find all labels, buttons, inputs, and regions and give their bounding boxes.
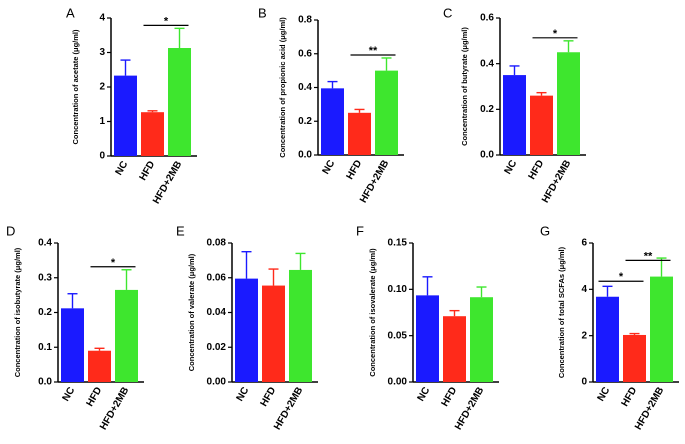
- significance-label: *: [619, 271, 624, 283]
- category-label: HFD: [345, 158, 365, 181]
- panel-f: F 0.00 0.05 0.10 0.15 Concentration of isoval…: [356, 223, 499, 432]
- category-label: HFD: [85, 385, 105, 408]
- bar-hfd: [262, 285, 285, 382]
- panel-letter: B: [258, 5, 267, 20]
- panel-g: G 0 2 4 6 Concentration of total SCFAs (μg/ml…: [540, 223, 679, 432]
- category-label: NC: [503, 158, 520, 176]
- panel-letter: C: [443, 5, 452, 20]
- y-tick-label: 0.08: [207, 238, 227, 249]
- significance-label: *: [111, 257, 116, 269]
- y-tick-label: 0: [581, 377, 587, 388]
- y-tick-label: 0.0: [298, 150, 312, 161]
- y-axis-label: Concentration of propionic acid (μg/ml): [278, 17, 287, 158]
- y-tick-label: 2: [99, 82, 105, 93]
- y-tick-label: 0.4: [38, 238, 52, 249]
- bar-hfd-2mb: [470, 297, 493, 382]
- y-tick-label: 0.05: [388, 330, 408, 341]
- category-label: NC: [321, 158, 338, 176]
- bar-nc: [416, 295, 439, 382]
- y-tick-label: 0.6: [480, 13, 494, 24]
- y-axis-label: Concentration of total SCFAs (μg/ml): [557, 246, 566, 378]
- y-axis-label: Concentration of isovalerate (μg/ml): [368, 248, 377, 377]
- y-tick-label: 0.8: [298, 15, 312, 26]
- panel-letter: D: [6, 223, 15, 238]
- y-axis-label: Concentration of acetate (μg/ml): [71, 29, 80, 145]
- significance-label: *: [553, 28, 558, 40]
- bar-hfd-2mb: [289, 269, 312, 382]
- y-tick-label: 2: [581, 330, 587, 341]
- significance-label: *: [164, 15, 169, 27]
- panel-letter: G: [540, 223, 550, 238]
- bar-hfd: [530, 95, 553, 155]
- y-tick-label: 0.4: [298, 82, 312, 93]
- y-tick-label: 4: [581, 284, 587, 295]
- category-label: HFD: [138, 159, 158, 182]
- y-tick-label: 0.00: [388, 377, 408, 388]
- bar-hfd-2mb: [115, 289, 138, 382]
- panel-letter: A: [66, 5, 75, 20]
- y-tick-label: 0.10: [388, 284, 408, 295]
- category-label: HFD: [620, 385, 640, 408]
- y-tick-label: 0.1: [38, 342, 52, 353]
- bar-hfd: [88, 350, 111, 382]
- bar-nc: [235, 278, 258, 382]
- y-tick-label: 0.06: [207, 272, 227, 283]
- panel-letter: E: [176, 223, 185, 238]
- bar-nc: [61, 308, 84, 382]
- panel-c: C 0.0 0.2 0.4 0.6 Concentration of butyrate (…: [443, 5, 586, 205]
- bar-hfd: [141, 112, 164, 156]
- bar-hfd: [623, 334, 646, 382]
- panel-b: B 0.0 0.2 0.4 0.6 0.8 Concentration of propion…: [258, 5, 404, 205]
- y-tick-label: 0: [99, 151, 105, 162]
- bar-nc: [596, 296, 619, 382]
- y-tick-label: 0.2: [298, 116, 312, 127]
- category-label: NC: [235, 385, 252, 403]
- bar-hfd-2mb: [375, 70, 398, 155]
- significance-label: **: [644, 250, 653, 262]
- y-axis-label: Concentration of butyrate (μg/ml): [460, 27, 469, 146]
- bar-nc: [321, 88, 344, 155]
- y-axis-label: Concentration of valerate (μg/ml): [187, 253, 196, 371]
- bar-nc: [114, 75, 137, 156]
- panel-e: E 0.00 0.02 0.04 0.06 0.08 Concentration of va…: [176, 223, 318, 432]
- panel-a: A 0 1 2 3 4 Concentration of acetate (μg/ml) NC…: [66, 5, 197, 206]
- bar-nc: [503, 75, 526, 155]
- category-label: NC: [114, 159, 131, 177]
- y-axis-label: Concentration of isobutyrate (μg/ml): [13, 247, 22, 377]
- bar-hfd-2mb: [168, 48, 191, 156]
- category-label: HFD: [440, 385, 460, 408]
- y-tick-label: 0.00: [207, 377, 227, 388]
- y-tick-label: 0.4: [480, 58, 494, 69]
- bar-hfd: [348, 112, 371, 155]
- category-label: NC: [61, 385, 78, 403]
- panel-d: D 0.0 0.1 0.2 0.3 0.4 Concentration of isobuty…: [6, 223, 144, 432]
- y-tick-label: 4: [99, 13, 105, 24]
- y-tick-label: 0.0: [480, 150, 494, 161]
- bar-hfd-2mb: [557, 52, 580, 155]
- y-tick-label: 0.2: [480, 104, 494, 115]
- y-tick-label: 0.0: [38, 377, 52, 388]
- y-tick-label: 0.15: [388, 238, 408, 249]
- panel-letter: F: [356, 223, 364, 238]
- category-label: HFD: [527, 158, 547, 181]
- bar-hfd-2mb: [650, 276, 673, 382]
- category-label: NC: [416, 385, 433, 403]
- y-tick-label: 0.3: [38, 272, 52, 283]
- category-label: HFD: [259, 385, 279, 408]
- significance-label: **: [369, 45, 378, 57]
- y-tick-label: 6: [581, 238, 587, 249]
- bar-hfd: [443, 316, 466, 382]
- y-tick-label: 0.2: [38, 307, 52, 318]
- y-tick-label: 1: [99, 116, 105, 127]
- y-tick-label: 3: [99, 47, 105, 58]
- y-tick-label: 0.02: [207, 342, 227, 353]
- category-label: NC: [596, 385, 613, 403]
- y-tick-label: 0.04: [207, 307, 227, 318]
- y-tick-label: 0.6: [298, 48, 312, 59]
